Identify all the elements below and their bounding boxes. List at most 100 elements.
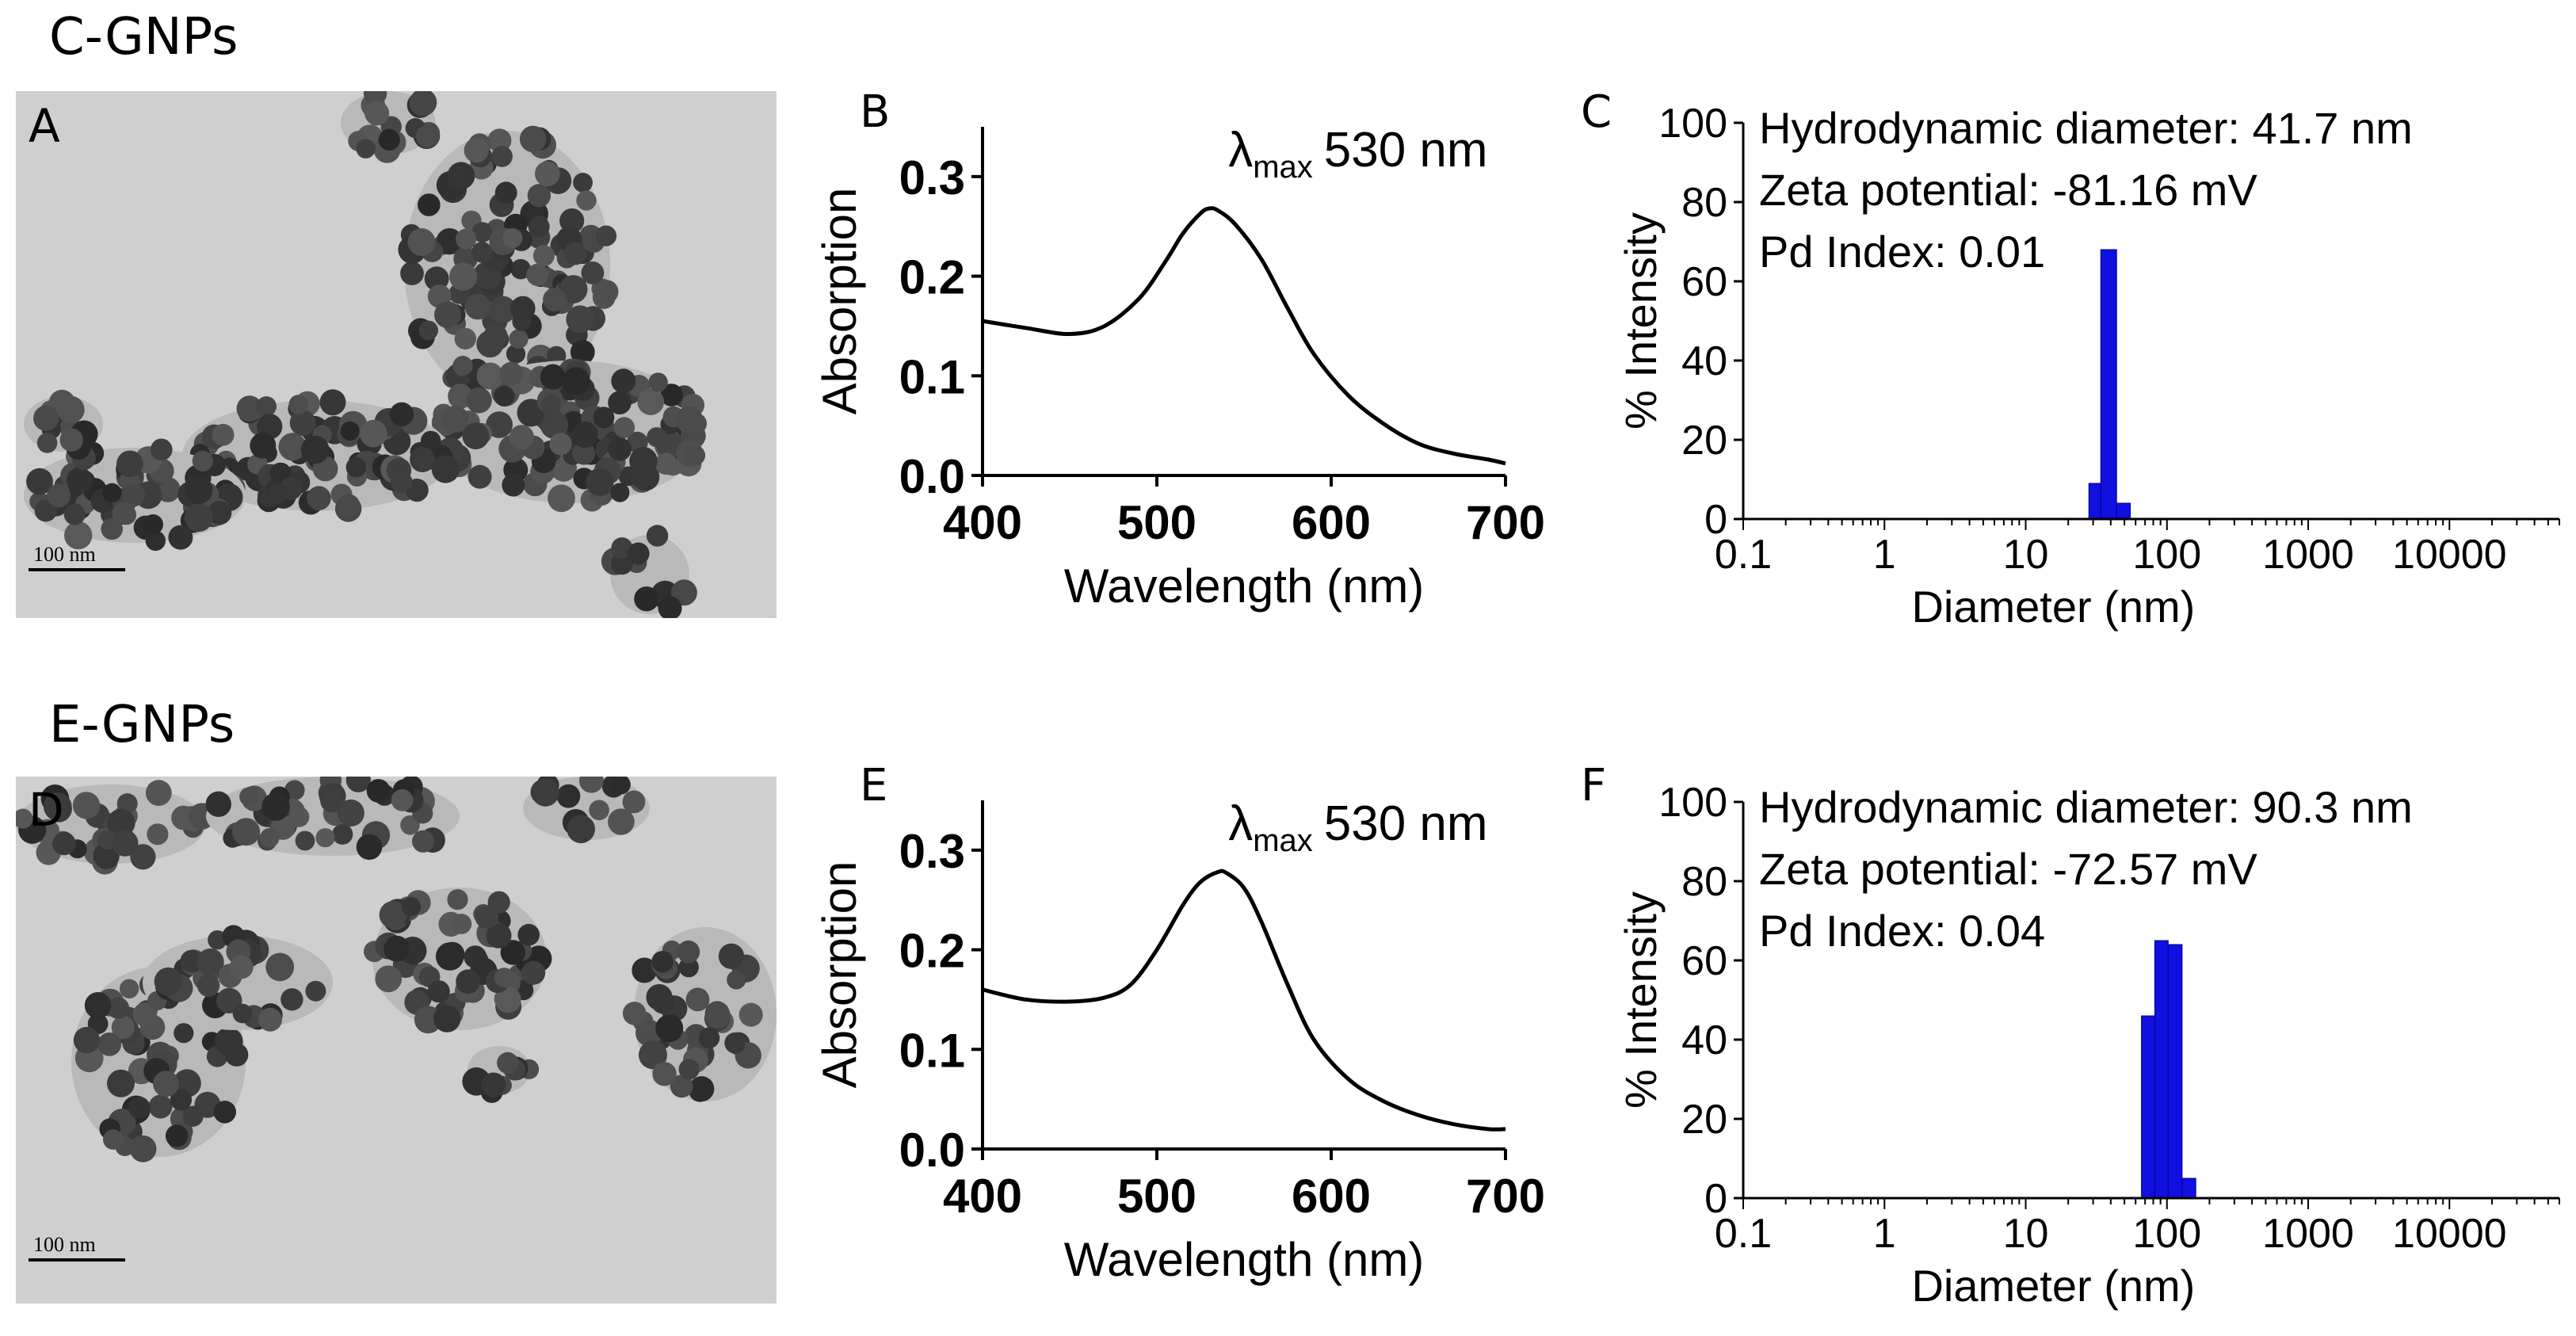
tem-particle (559, 275, 588, 303)
tem-particle (409, 91, 437, 116)
x-tick-label: 700 (1466, 496, 1545, 549)
tem-particle (378, 128, 400, 151)
tem-particle (727, 970, 746, 990)
tem-particle (467, 464, 492, 489)
x-axis-label: Diameter (nm) (1911, 1261, 2195, 1311)
y-axis-label: Absorption (813, 188, 866, 415)
tem-particle (595, 225, 617, 246)
y-tick-label: 80 (1681, 180, 1727, 226)
tem-particle (391, 788, 414, 811)
tem-particle (300, 435, 330, 464)
tem-particle (36, 433, 58, 453)
tem-particle (481, 1072, 506, 1097)
x-tick-label: 600 (1292, 496, 1371, 549)
dls-annotation: Hydrodynamic diameter: 41.7 nm (1759, 103, 2413, 153)
dls-chart-f: F 0 20 40 60 80 100 0.1 1 10 100 1000 10000 Diameter … (1581, 760, 2560, 1311)
tem-particle (532, 778, 559, 807)
tem-particle (678, 1059, 700, 1080)
tem-particle (436, 227, 463, 255)
tem-particle (517, 923, 540, 946)
y-tick-label: 0.3 (899, 825, 965, 878)
tem-particle (559, 208, 585, 234)
tem-particle (589, 800, 609, 821)
tem-particle (268, 484, 288, 504)
tem-particle (483, 323, 508, 348)
tem-particle (66, 467, 93, 494)
tem-image-e-gnps: D 100 nm (16, 777, 777, 1304)
tem-particle (532, 245, 555, 267)
tem-particle (509, 425, 535, 450)
lambda-subscript: max (1253, 823, 1313, 858)
x-tick-label: 10 (2003, 532, 2049, 578)
x-tick-label: 700 (1466, 1170, 1545, 1223)
y-tick-label: 100 (1658, 780, 1727, 826)
tem-particle (375, 965, 403, 993)
tem-particles-e-gnps (16, 777, 777, 1304)
tem-particle (500, 940, 525, 965)
x-tick-label: 1000 (2262, 532, 2354, 578)
tem-particle (192, 450, 213, 471)
tem-particle (320, 789, 344, 813)
tem-particle (627, 542, 650, 565)
tem-particle (119, 979, 139, 998)
y-axis-label: Absorption (813, 861, 866, 1089)
tem-particle (197, 974, 220, 997)
dls-bar (2167, 944, 2183, 1199)
tem-particle (622, 1002, 647, 1025)
tem-particle (265, 952, 295, 982)
tem-particle (185, 475, 213, 505)
absorption-series-line (982, 868, 1506, 1132)
dls-bar (2181, 1178, 2196, 1199)
tem-particle (332, 823, 353, 845)
dls-annotation: Pd Index: 0.01 (1759, 227, 2045, 277)
x-tick-label: 1 (1873, 1211, 1896, 1257)
tem-particle (205, 791, 231, 817)
panel-label-d: D (29, 783, 64, 837)
absorption-series-line (982, 206, 1506, 466)
tem-particle (112, 502, 135, 525)
x-axis-label: Wavelength (nm) (1064, 1233, 1425, 1286)
x-tick-label: 10000 (2392, 532, 2507, 578)
y-tick-label: 60 (1681, 259, 1727, 305)
absorption-chart-e: E 0.0 0.1 0.2 0.3 400 500 600 700 Wavelength (nm)… (813, 760, 1545, 1286)
dls-bar (2116, 502, 2131, 520)
tem-particle (307, 486, 331, 510)
tem-particle (670, 1075, 693, 1098)
dls-bar (2088, 483, 2101, 520)
x-tick-label: 1000 (2262, 1211, 2354, 1257)
y-axis-label: % Intensity (1616, 212, 1666, 429)
tem-particle (675, 406, 703, 433)
tem-particle (534, 161, 560, 187)
panel-label-e: E (860, 760, 887, 811)
tem-particle (581, 261, 605, 284)
y-axis-label: % Intensity (1616, 891, 1666, 1109)
tem-particle (471, 242, 493, 263)
tem-particle (566, 305, 594, 334)
y-tick-label: 40 (1681, 1017, 1727, 1063)
lambda-symbol: λ (1228, 796, 1253, 851)
tem-particle (145, 530, 166, 552)
tem-particle (521, 960, 546, 985)
tem-particle (121, 483, 146, 507)
tem-particle (494, 968, 514, 988)
y-tick-label: 20 (1681, 1097, 1727, 1143)
tem-particle (502, 473, 525, 497)
dls-bar (2154, 940, 2169, 1199)
tem-particle (510, 258, 531, 280)
tem-particle (556, 784, 581, 808)
tem-particle (170, 1089, 193, 1111)
tem-particle (165, 1124, 189, 1147)
tem-particle (319, 389, 346, 416)
tem-particle (288, 806, 310, 827)
tem-particle (143, 514, 164, 535)
y-tick-label: 100 (1658, 101, 1727, 147)
dls-annotation: Hydrodynamic diameter: 90.3 nm (1759, 782, 2413, 832)
tem-particle (540, 364, 566, 390)
x-tick-label: 1 (1873, 532, 1896, 578)
panel-label-c: C (1581, 86, 1612, 138)
lambda-max-annotation: λmax 530 nm (1228, 796, 1487, 858)
y-tick-label: 80 (1681, 859, 1727, 905)
y-tick-label: 0.2 (899, 925, 965, 978)
tem-image-c-gnps: A 100 nm (16, 91, 777, 618)
